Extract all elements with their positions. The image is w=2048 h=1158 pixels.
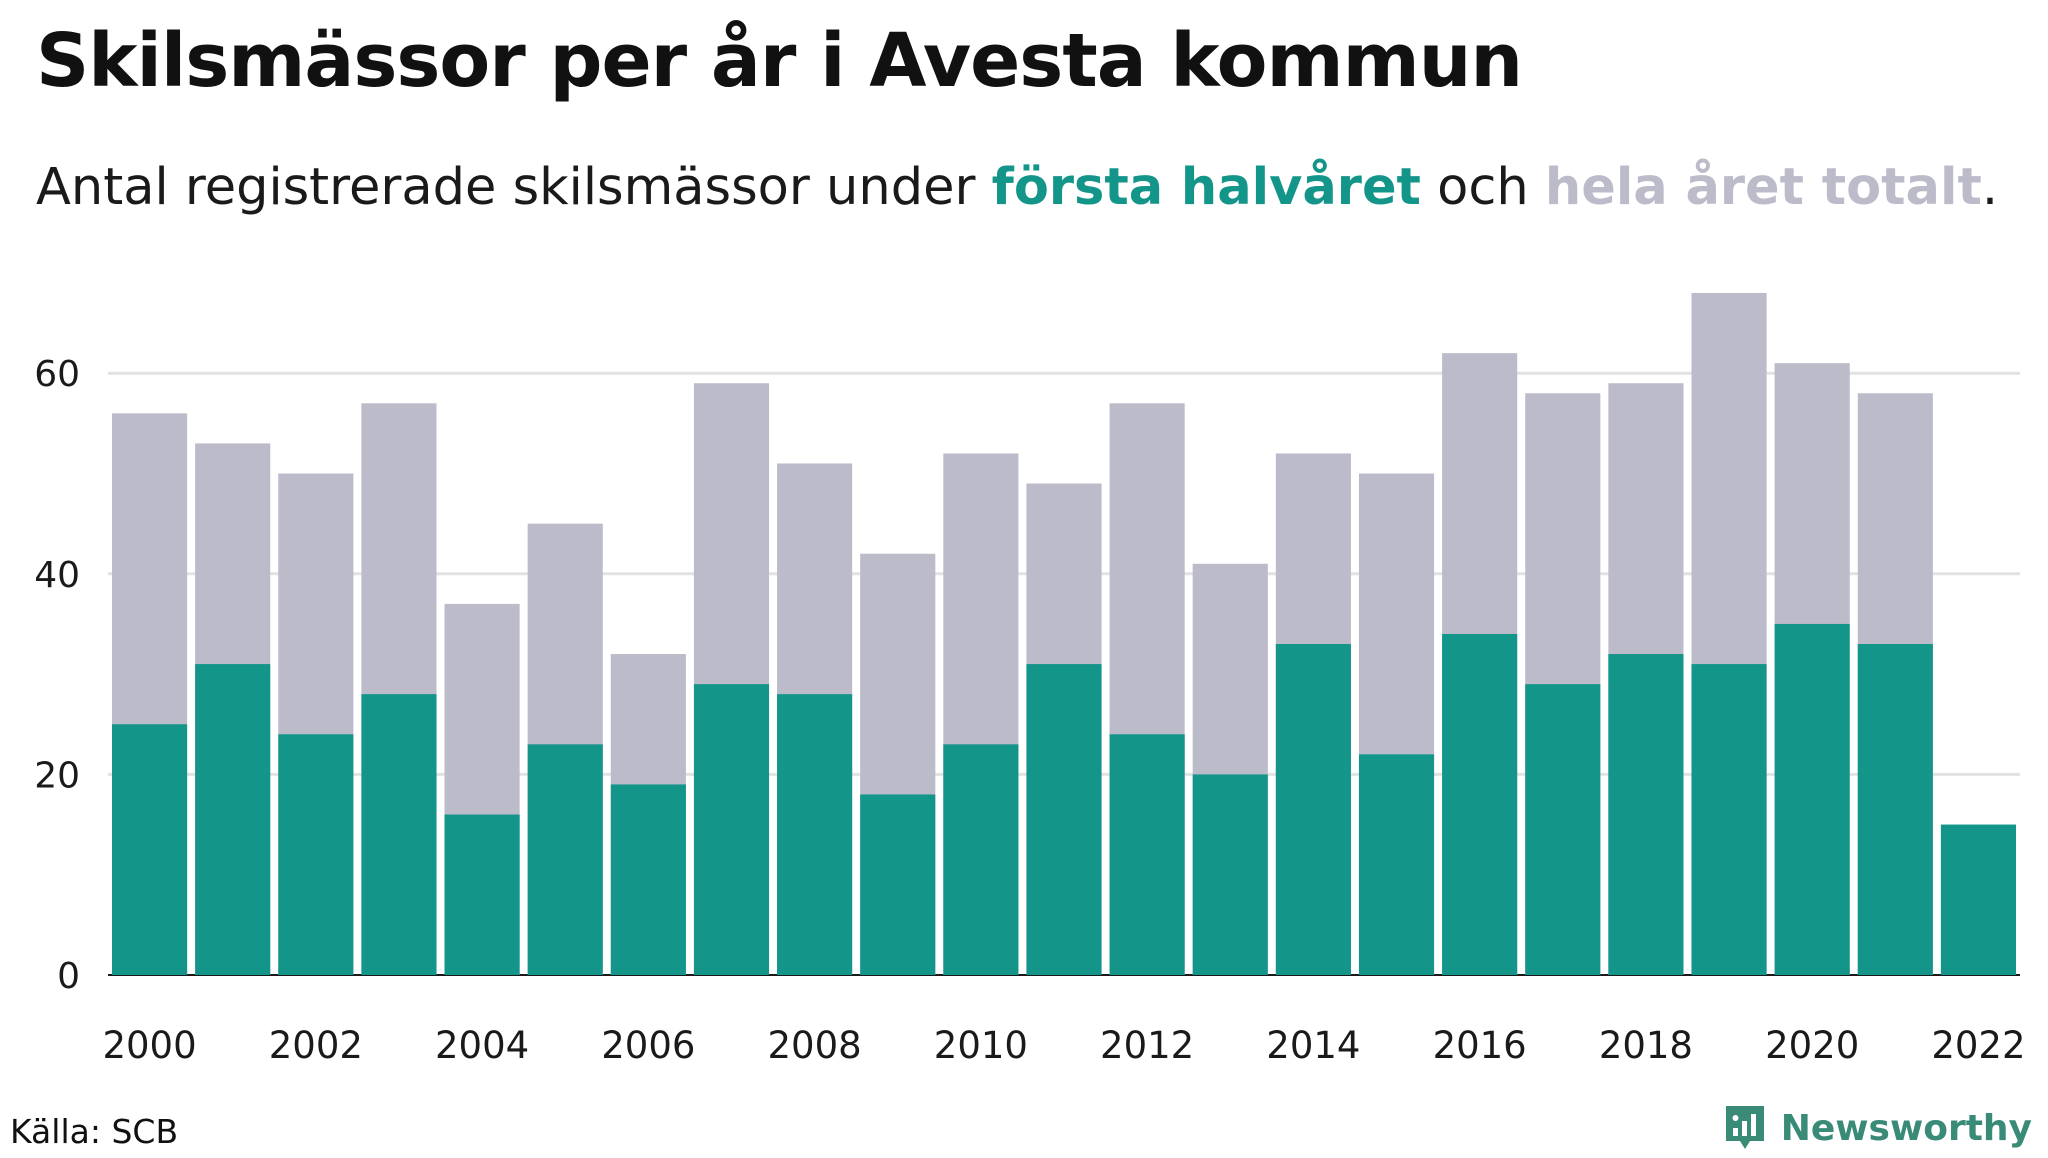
brand-name: Newsworthy [1780,1107,2032,1149]
bar-first-half-2002 [278,734,354,975]
y-axis-ticks: 0 20 40 60 [34,354,80,997]
bar-first-half-2015 [1358,754,1435,975]
bar-first-half-2020 [1774,623,1850,975]
x-tick-label: 2010 [934,1024,1028,1067]
chart-subtitle: Antal registrerade skilsmässor under för… [36,158,1998,217]
bar-first-half-2009 [860,794,936,975]
bar-first-half-2022 [1940,824,2016,975]
bar-first-half-2004 [444,814,520,975]
x-tick-label: 2018 [1599,1024,1693,1067]
subtitle-prefix: Antal registrerade skilsmässor under [36,158,992,217]
subtitle-mid: och [1420,158,1545,217]
bar-first-half-2011 [1026,664,1102,975]
bar-first-half-2018 [1608,654,1684,975]
subtitle-suffix: . [1981,158,1999,217]
bar-first-half-2001 [195,664,271,975]
source-note: Källa: SCB [10,1112,179,1151]
x-tick-label: 2014 [1266,1024,1360,1067]
bar-first-half-2000 [112,724,188,975]
brand-logo: Newsworthy [1723,1098,2032,1158]
x-tick-label: 2004 [435,1024,529,1067]
bar-first-half-2003 [361,694,437,975]
x-tick-label: 2020 [1765,1024,1859,1067]
x-tick-label: 2008 [768,1024,862,1067]
bar-first-half-2017 [1525,684,1601,975]
y-tick-label: 40 [34,555,80,596]
x-tick-label: 2002 [269,1024,363,1067]
bar-first-half-2014 [1275,644,1351,975]
x-tick-label: 2012 [1100,1024,1194,1067]
bar-first-half-2005 [527,744,603,975]
bar-first-half-2008 [777,694,853,975]
bar-first-half-2021 [1857,644,1933,975]
bar-first-half-2012 [1109,734,1185,975]
bar-first-half-2010 [943,744,1019,975]
y-tick-label: 0 [57,956,80,997]
bar-chart: 0 20 40 60 2000 2002 2004 2006 2008 2010 2012 2014… [34,292,2026,1067]
x-tick-label: 2016 [1433,1024,1527,1067]
bar-first-half-2006 [610,784,686,975]
chart-title: Skilsmässor per år i Avesta kommun [36,18,1523,104]
newsworthy-logo-icon [1725,1106,1764,1149]
bar-first-half-2013 [1192,774,1268,975]
bar-first-half-2016 [1442,633,1518,975]
bars [112,292,2016,976]
x-axis-ticks: 2000 2002 2004 2006 2008 2010 2012 2014 2016 2018… [102,1024,2025,1067]
subtitle-full-year-label: hela året totalt [1544,158,1982,217]
y-tick-label: 60 [34,354,80,395]
y-tick-label: 20 [34,755,80,796]
subtitle-first-half-label: första halvåret [991,158,1421,217]
bar-first-half-2007 [693,684,770,975]
x-tick-label: 2000 [102,1024,196,1067]
x-tick-label: 2006 [601,1024,695,1067]
x-tick-label: 2022 [1931,1024,2025,1067]
bar-first-half-2019 [1691,664,1767,975]
